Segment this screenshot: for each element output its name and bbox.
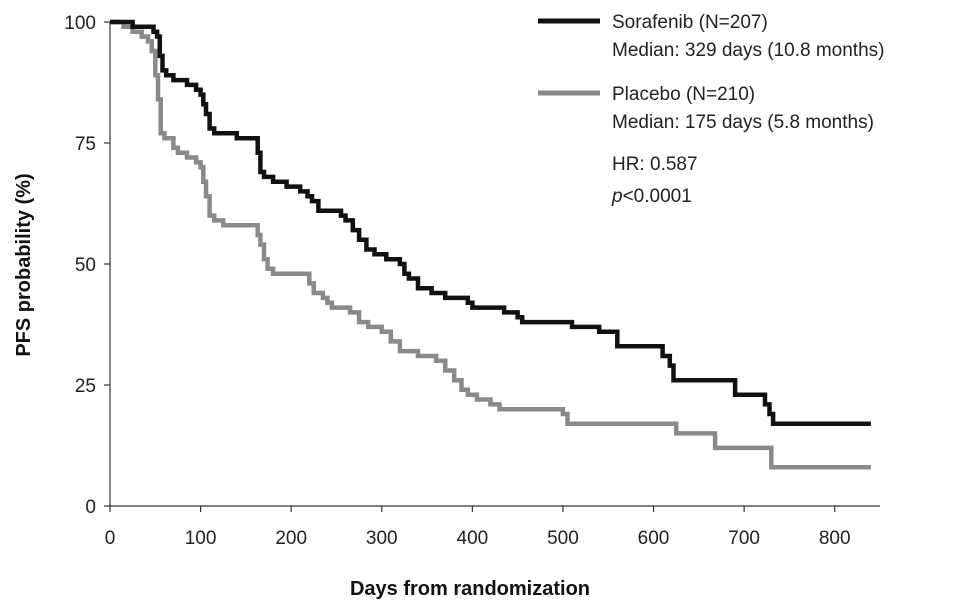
hazard-ratio-label: HR: 0.587 <box>612 154 698 175</box>
y-tick-label: 0 <box>85 497 96 518</box>
x-tick-label: 400 <box>457 528 489 549</box>
axes: 0 100 200 300 400 500 600 700 800 0 25 50 75 100 <box>64 13 880 549</box>
x-tick-label: 500 <box>547 528 579 549</box>
y-axis-title: PFS probability (%) <box>13 173 35 356</box>
p-value-italic: p <box>611 186 623 207</box>
p-value-label: p<0.0001 <box>611 186 692 207</box>
legend-median-sorafenib: Median: 329 days (10.8 months) <box>612 40 885 61</box>
legend-median-placebo: Median: 175 days (5.8 months) <box>612 112 874 133</box>
series-line-placebo <box>110 19 871 470</box>
y-tick-label: 25 <box>75 376 96 397</box>
x-axis-title: Days from randomization <box>350 578 590 600</box>
y-tick-label: 100 <box>64 13 96 34</box>
x-tick-label: 600 <box>638 528 670 549</box>
y-tick-label: 75 <box>75 134 96 155</box>
legend: Sorafenib (N=207) Median: 329 days (10.8… <box>538 12 885 207</box>
y-tick-label: 50 <box>75 255 96 276</box>
x-tick-label: 300 <box>366 528 398 549</box>
series-layer <box>110 19 871 470</box>
x-tick-label: 200 <box>275 528 307 549</box>
p-value-rest: <0.0001 <box>623 186 692 207</box>
x-tick-label: 800 <box>819 528 851 549</box>
series-line-sorafenib <box>110 19 871 426</box>
x-tick-label: 0 <box>105 528 116 549</box>
x-tick-label: 700 <box>728 528 760 549</box>
x-tick-label: 100 <box>185 528 217 549</box>
legend-label-placebo: Placebo (N=210) <box>612 84 755 105</box>
legend-label-sorafenib: Sorafenib (N=207) <box>612 12 768 33</box>
